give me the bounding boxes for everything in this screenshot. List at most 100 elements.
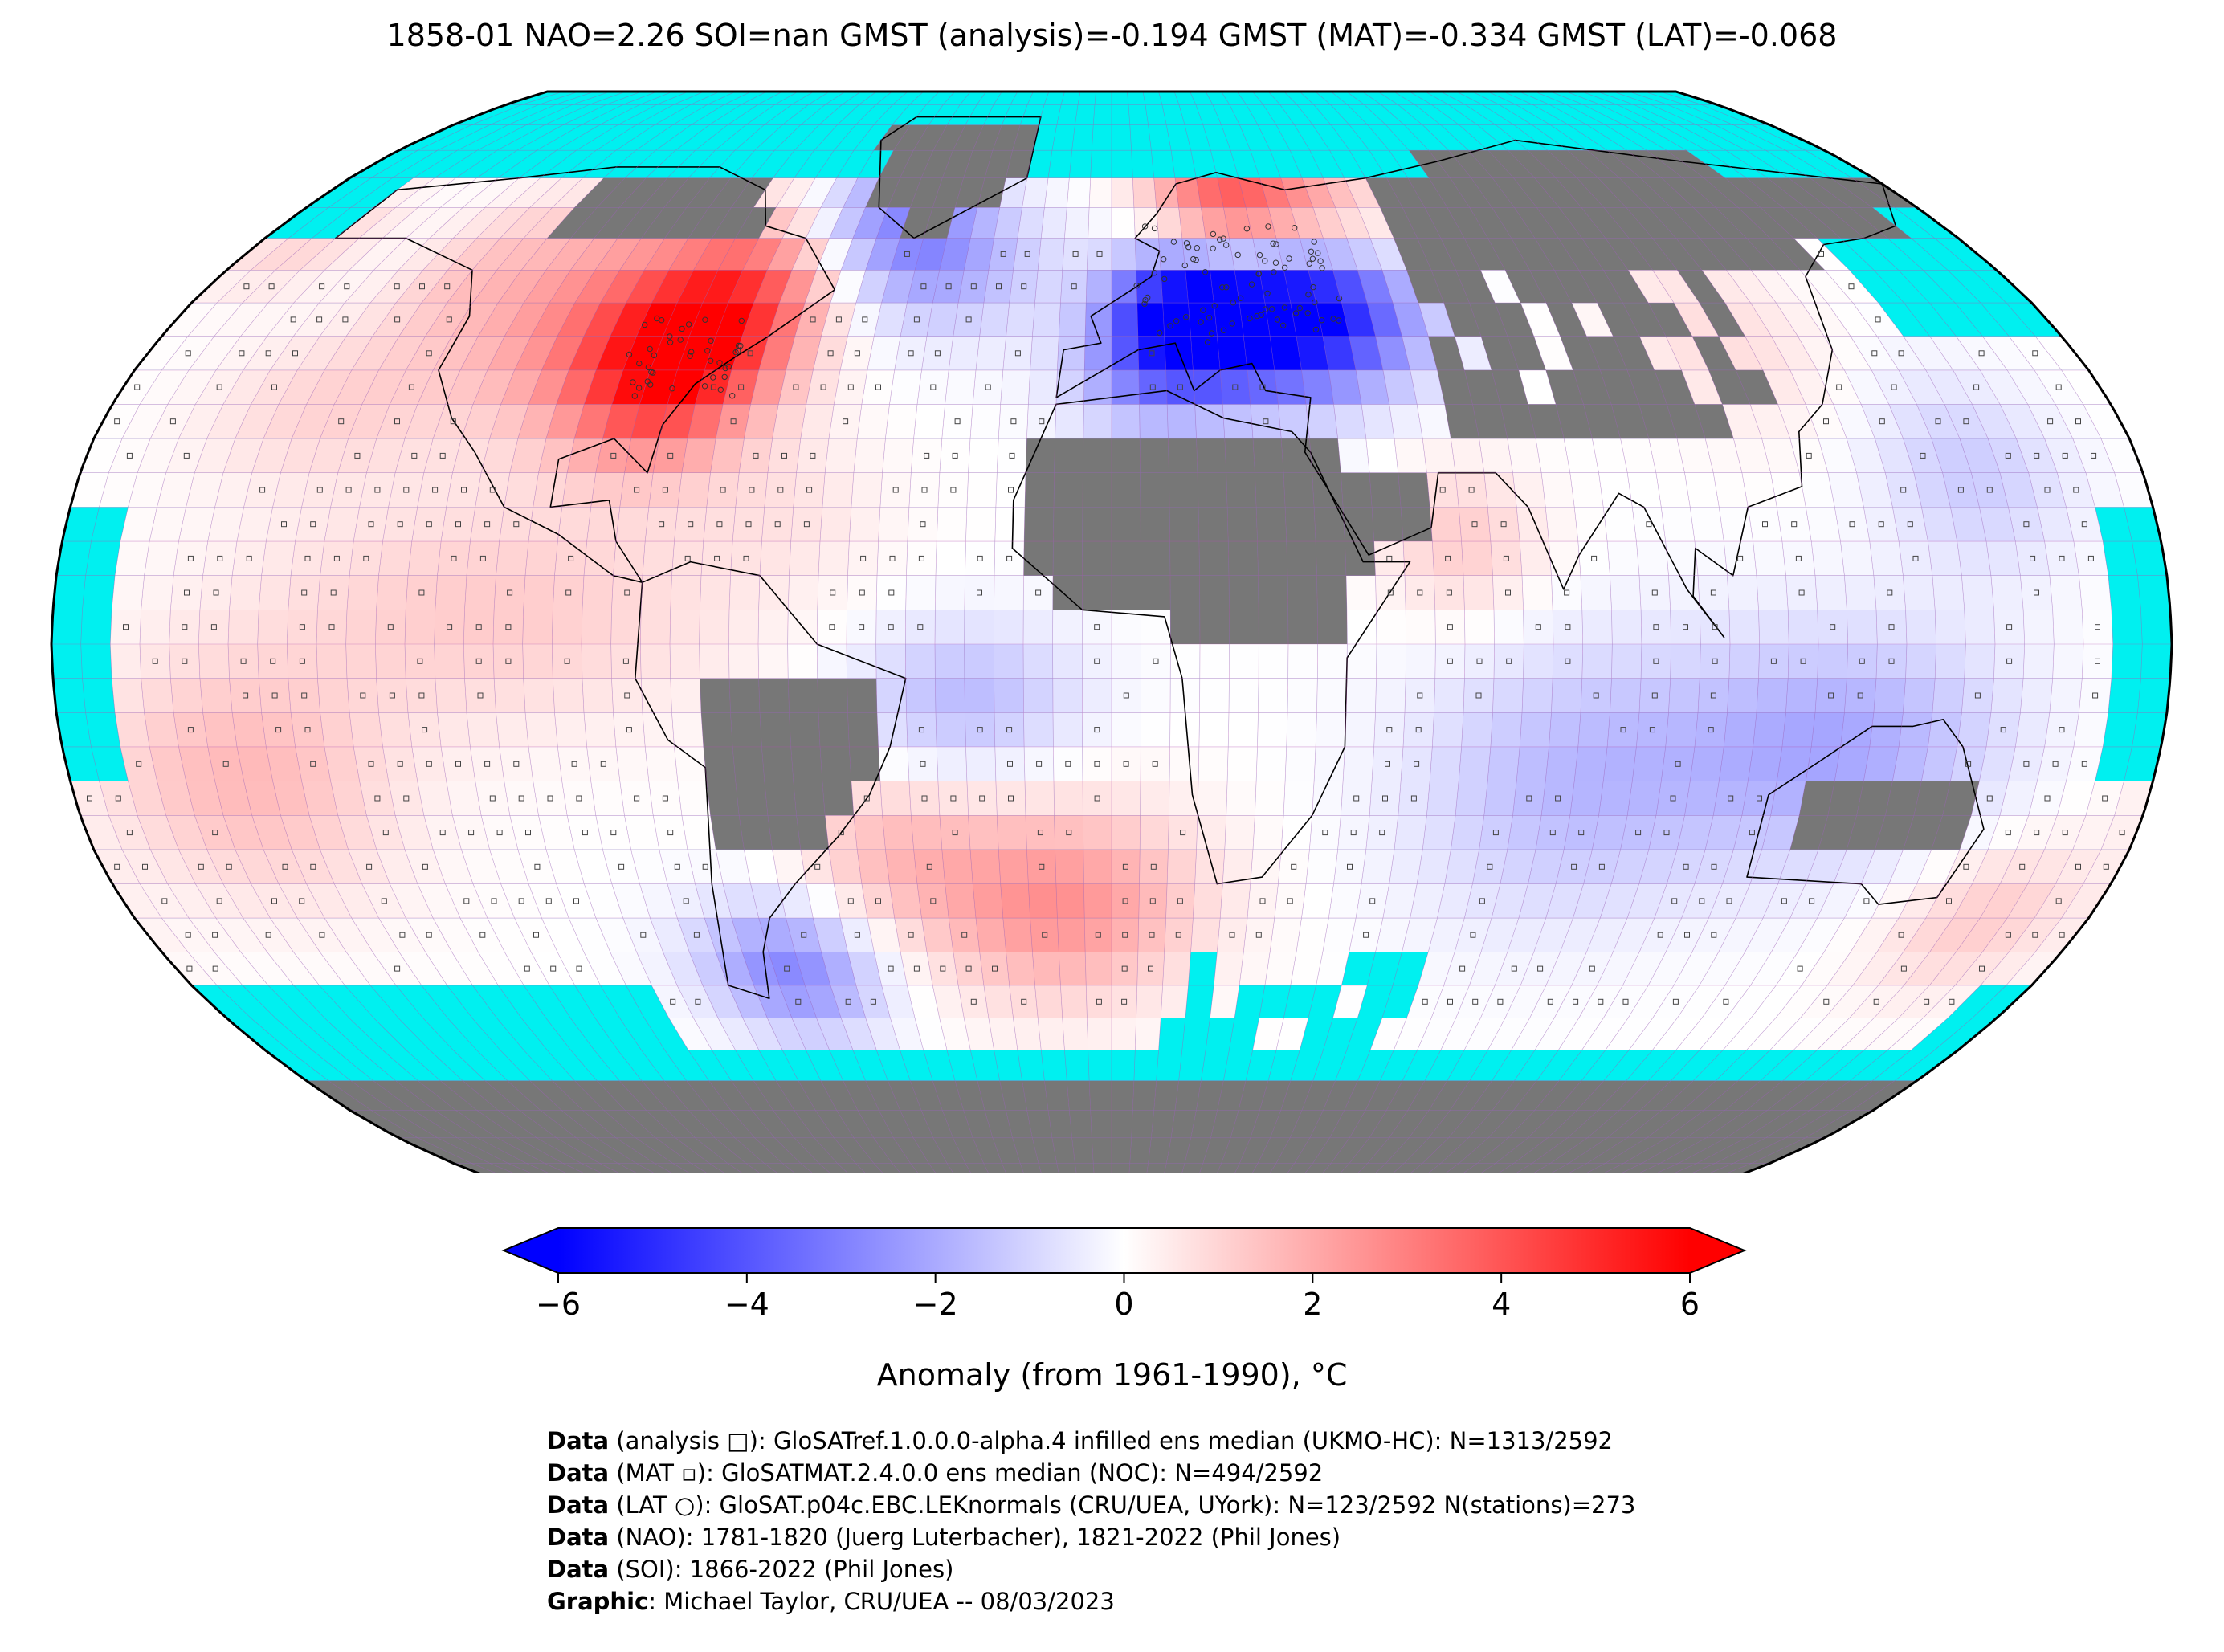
land-no-data-cell — [893, 124, 929, 151]
anomaly-cell — [659, 849, 696, 884]
anomaly-cell — [716, 404, 751, 439]
land-no-data-cell — [1257, 541, 1287, 576]
anomaly-cell — [2006, 952, 2062, 985]
anomaly-cell — [639, 883, 678, 919]
anomaly-cell — [1874, 985, 1930, 1018]
land-no-data-cell — [1805, 207, 1864, 239]
anomaly-cell — [1824, 270, 1879, 304]
anomaly-cell — [1290, 207, 1324, 239]
land-no-data-cell — [1583, 1163, 1642, 1173]
anomaly-cell — [452, 815, 490, 850]
land-no-data-cell — [1746, 1080, 1806, 1111]
anomaly-cell — [507, 177, 561, 208]
land-no-data-cell — [1583, 404, 1621, 439]
obs-marker — [670, 998, 676, 1005]
anomaly-cell — [582, 644, 612, 679]
map-border — [50, 90, 2173, 1173]
anomaly-cell — [1887, 1018, 1948, 1050]
anomaly-cell — [1824, 336, 1872, 370]
anomaly-cell — [1434, 575, 1465, 610]
land-no-data-cell — [1683, 177, 1738, 208]
anomaly-cell — [1898, 985, 1956, 1018]
anomaly-cell — [983, 270, 1014, 304]
land-no-data-cell — [798, 1080, 837, 1111]
anomaly-cell — [481, 815, 518, 850]
anomaly-cell — [998, 404, 1029, 439]
anomaly-cell — [939, 238, 971, 271]
anomaly-cell — [165, 815, 207, 850]
land-no-data-cell — [837, 1163, 876, 1173]
station-marker — [704, 348, 711, 354]
anomaly-cell — [189, 336, 241, 370]
anomaly-cell — [1135, 238, 1161, 271]
anomaly-cell — [964, 238, 994, 271]
obs-marker — [1387, 589, 1394, 596]
station-marker — [1194, 245, 1201, 251]
land-no-data-cell — [1026, 438, 1055, 473]
anomaly-cell — [434, 644, 465, 679]
obs-marker — [243, 283, 250, 290]
obs-marker — [921, 487, 928, 493]
anomaly-cell — [2000, 404, 2045, 439]
land-no-data-cell — [477, 1137, 545, 1164]
anomaly-cell — [1564, 438, 1599, 473]
anomaly-cell — [813, 336, 848, 370]
anomaly-cell — [965, 747, 996, 781]
anomaly-cell — [375, 644, 406, 679]
anomaly-cell — [1628, 270, 1675, 304]
obs-marker — [310, 761, 316, 767]
obs-marker — [316, 487, 323, 493]
anomaly-cell — [913, 849, 945, 884]
anomaly-cell — [1139, 404, 1169, 439]
anomaly-cell — [735, 472, 768, 508]
obs-marker — [2081, 761, 2087, 767]
obs-marker — [1000, 251, 1006, 257]
land-no-data-cell — [708, 1080, 753, 1111]
land-no-data-cell — [1752, 1137, 1826, 1164]
land-no-data-cell — [667, 1110, 716, 1138]
anomaly-cell — [847, 303, 882, 337]
anomaly-cell — [93, 404, 141, 439]
anomaly-cell — [843, 177, 879, 208]
anomaly-cell — [353, 507, 389, 541]
anomaly-cell — [1840, 712, 1874, 747]
anomaly-cell — [1871, 883, 1917, 919]
anomaly-cell — [1610, 678, 1642, 713]
obs-marker — [803, 521, 810, 528]
obs-marker — [1598, 998, 1604, 1005]
anomaly-cell — [334, 883, 379, 919]
obs-marker — [1497, 998, 1504, 1005]
anomaly-cell — [1627, 781, 1662, 816]
anomaly-cell — [295, 507, 331, 541]
anomaly-cell — [149, 507, 186, 541]
land-no-data-cell — [1847, 815, 1886, 850]
anomaly-cell — [584, 369, 623, 405]
credit-soi: Data (SOI): 1866-2022 (Phil Jones) — [547, 1556, 954, 1583]
obs-marker — [1781, 898, 1787, 904]
anomaly-cell — [1504, 985, 1546, 1018]
anomaly-cell — [966, 472, 998, 508]
anomaly-cell — [1899, 712, 1932, 747]
anomaly-cell — [1852, 952, 1904, 985]
anomaly-cell — [1276, 1018, 1308, 1050]
land-no-data-cell — [1603, 207, 1653, 239]
anomaly-cell — [907, 747, 938, 781]
anomaly-cell — [767, 438, 801, 473]
anomaly-cell — [1700, 644, 1730, 679]
anomaly-cell — [1639, 336, 1682, 370]
obs-marker — [533, 932, 539, 938]
anomaly-cell — [1892, 747, 1928, 781]
obs-marker — [1447, 624, 1453, 630]
obs-marker — [1907, 521, 1913, 528]
obs-marker — [2006, 624, 2013, 630]
anomaly-cell — [390, 883, 434, 919]
station-marker — [687, 353, 693, 359]
anomaly-cell — [1869, 541, 1904, 576]
land-no-data-cell — [1704, 177, 1761, 208]
anomaly-cell — [1463, 678, 1494, 713]
obs-marker — [394, 283, 400, 290]
anomaly-cell — [670, 644, 700, 679]
anomaly-cell — [582, 575, 614, 610]
anomaly-cell — [1434, 610, 1465, 644]
land-no-data-cell — [1597, 303, 1640, 337]
